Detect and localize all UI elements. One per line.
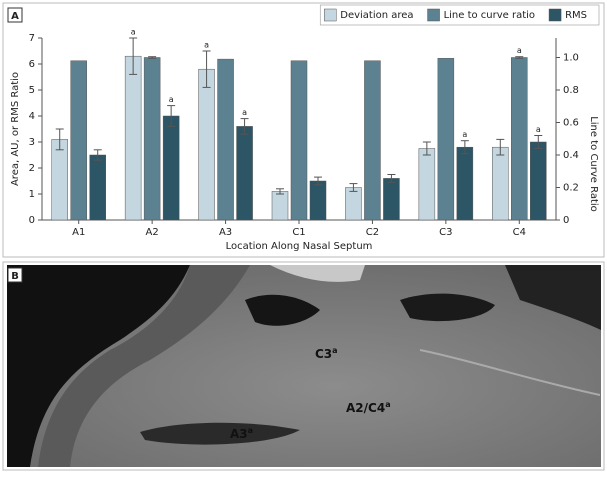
y2-tick-label: 0.8 — [563, 85, 579, 96]
error-bar — [422, 141, 431, 156]
bar — [217, 58, 234, 221]
bar — [51, 139, 68, 221]
y-tick-label: 2 — [29, 163, 35, 174]
x-tick-label: C4 — [513, 227, 526, 238]
y2-axis-label: Line to Curve Ratio — [588, 116, 599, 212]
error-bar — [129, 37, 138, 75]
y2-tick-label: 0.4 — [563, 150, 579, 161]
legend-label: Line to curve ratio — [444, 10, 536, 21]
error-bar — [387, 174, 396, 183]
bar — [162, 115, 180, 221]
panel-label: B — [11, 271, 19, 282]
error-bar — [515, 56, 524, 59]
bar — [236, 126, 253, 221]
bar — [143, 57, 161, 221]
bar — [198, 68, 215, 221]
error-bar — [55, 128, 64, 151]
bar — [345, 187, 362, 221]
legend-frame — [319, 4, 600, 26]
image-label: A3a — [230, 426, 253, 441]
error-bar — [148, 56, 157, 59]
panel-label-box — [7, 267, 23, 283]
significance-note: a — [131, 28, 136, 37]
image-label: A2/C4a — [346, 400, 391, 415]
error-bar — [496, 138, 505, 156]
y2-tick-label: 0.2 — [563, 183, 579, 194]
y-axis-label: Area, AU, or RMS Ratio — [10, 72, 21, 186]
bar — [70, 60, 87, 221]
significance-note: a — [242, 108, 247, 117]
y-tick-label: 0 — [29, 215, 35, 226]
error-bar — [314, 176, 322, 186]
error-bar — [349, 183, 358, 192]
bar — [290, 60, 308, 221]
error-bar — [93, 149, 102, 161]
x-tick-label: C2 — [366, 227, 379, 238]
ct-image — [7, 265, 601, 467]
x-tick-label: C3 — [439, 227, 452, 238]
panel-label: A — [11, 11, 19, 22]
bar — [124, 55, 142, 221]
error-bar — [202, 50, 211, 88]
legend-swatch — [427, 8, 440, 22]
legend-swatch — [548, 8, 562, 22]
y-tick-label: 7 — [29, 33, 35, 44]
significance-note: a — [204, 41, 209, 50]
error-bar — [240, 118, 249, 135]
legend: Deviation area Line to curve ratio RMS — [319, 4, 600, 26]
legend-label: RMS — [565, 10, 587, 21]
error-bar — [167, 105, 176, 127]
bar — [89, 154, 106, 221]
bar — [511, 57, 528, 221]
x-tick-label: A1 — [72, 227, 85, 238]
y2-tick-label: 1.0 — [563, 53, 579, 64]
panel-label-box — [7, 7, 23, 23]
y-tick-label: 6 — [29, 59, 35, 70]
bar — [364, 60, 381, 221]
bar — [383, 178, 400, 221]
legend-label: Deviation area — [340, 10, 413, 21]
x-axis-label: Location Along Nasal Septum — [226, 241, 373, 252]
y-tick-label: 5 — [29, 85, 35, 96]
error-bar — [460, 140, 469, 155]
y2-tick-label: 0 — [563, 215, 569, 226]
legend-swatch — [324, 8, 337, 22]
y2-tick-label: 0.6 — [563, 118, 579, 129]
y-tick-label: 3 — [29, 137, 35, 148]
bar — [492, 146, 509, 221]
y-tick-label: 4 — [29, 111, 35, 122]
bar — [418, 148, 436, 221]
significance-note: a — [462, 130, 467, 139]
bar — [437, 58, 455, 221]
error-bar — [276, 188, 284, 195]
x-tick-label: A3 — [219, 227, 232, 238]
bar — [530, 141, 547, 221]
error-bar — [534, 135, 543, 149]
significance-note: a — [517, 46, 522, 55]
image-label: C3a — [315, 346, 338, 361]
x-tick-label: C1 — [292, 227, 305, 238]
bar — [309, 180, 327, 221]
y-tick-label: 1 — [29, 189, 35, 200]
bar — [456, 146, 474, 221]
x-tick-label: A2 — [146, 227, 159, 238]
plot: 0 1 2 3 4 5 6 7 0 0.2 0.4 0.6 0.8 1.0 A1 A2 a a A3 a a C1 C2 C3… — [29, 4, 600, 238]
significance-note: a — [169, 95, 174, 104]
significance-note: a — [536, 125, 541, 134]
bar — [271, 191, 289, 221]
